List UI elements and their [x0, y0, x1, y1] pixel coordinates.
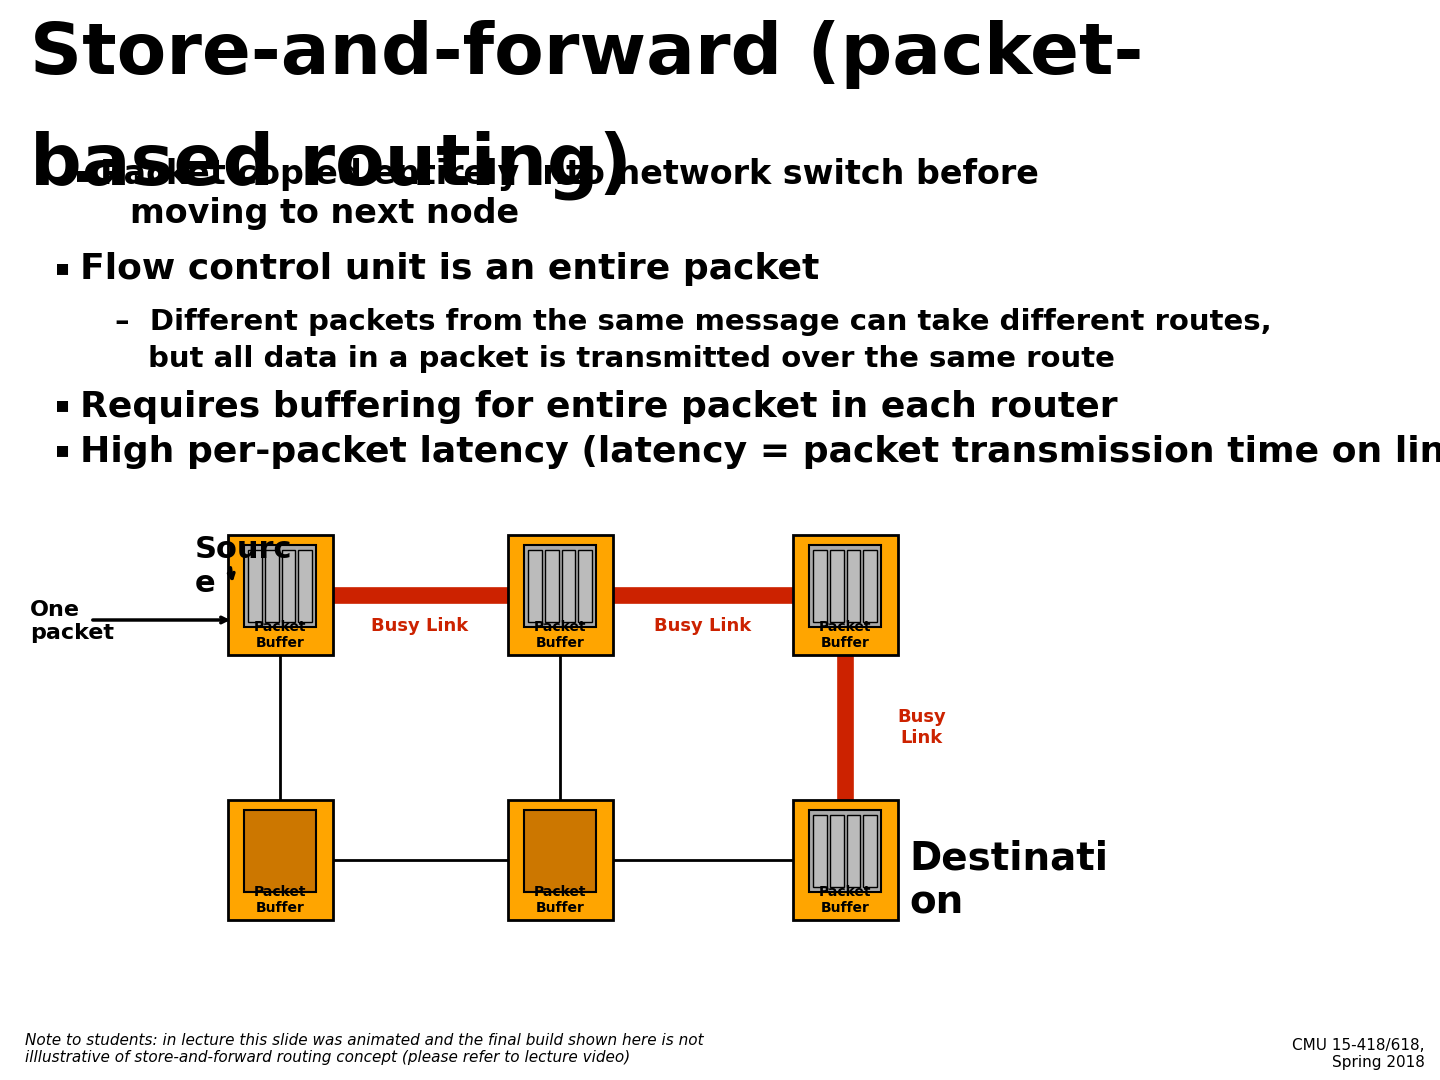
Text: Flow control unit is an entire packet: Flow control unit is an entire packet [81, 252, 819, 286]
Text: –  Different packets from the same message can take different routes,: – Different packets from the same messag… [115, 308, 1272, 336]
Bar [243, 545, 315, 627]
Text: Busy
Link: Busy Link [897, 708, 946, 747]
Bar [809, 810, 881, 892]
Text: Packet
Buffer: Packet Buffer [819, 620, 871, 650]
Bar [829, 550, 844, 622]
Text: based routing): based routing) [30, 130, 632, 200]
Text: Busy Link: Busy Link [372, 617, 468, 635]
Text: Packet
Buffer: Packet Buffer [534, 885, 586, 915]
Text: Destinati
on: Destinati on [909, 839, 1107, 921]
Text: CMU 15-418/618,
Spring 2018: CMU 15-418/618, Spring 2018 [1293, 1038, 1426, 1070]
Bar [847, 550, 860, 622]
Bar [544, 550, 559, 622]
Bar [814, 815, 827, 887]
Bar [524, 810, 596, 892]
Bar [298, 550, 312, 622]
Bar [528, 550, 541, 622]
Text: but all data in a packet is transmitted over the same route: but all data in a packet is transmitted … [148, 345, 1115, 373]
Text: ▪: ▪ [55, 258, 71, 278]
Bar [281, 550, 295, 622]
Text: Packet copied entirely into network switch before: Packet copied entirely into network swit… [99, 158, 1038, 191]
Bar [809, 545, 881, 627]
Bar [579, 550, 592, 622]
Text: High per-packet latency (latency = packet transmission time on link  x: High per-packet latency (latency = packe… [81, 435, 1440, 469]
Text: Store-and-forward (packet-: Store-and-forward (packet- [30, 21, 1143, 89]
Bar [792, 800, 897, 920]
Text: Sourc
e: Sourc e [194, 535, 292, 597]
Text: Note to students: in lecture this slide was animated and the final build shown h: Note to students: in lecture this slide … [24, 1032, 704, 1065]
Text: Packet
Buffer: Packet Buffer [534, 620, 586, 650]
Bar [228, 800, 333, 920]
Bar [265, 550, 278, 622]
Text: Packet
Buffer: Packet Buffer [819, 885, 871, 915]
Bar [792, 535, 897, 654]
Text: Packet
Buffer: Packet Buffer [253, 620, 307, 650]
Bar [228, 535, 333, 654]
Bar [507, 800, 612, 920]
Text: moving to next node: moving to next node [130, 197, 520, 230]
Bar [847, 815, 860, 887]
Bar [243, 810, 315, 892]
Text: ▪: ▪ [75, 165, 91, 185]
Bar [248, 550, 262, 622]
Text: ▪: ▪ [55, 395, 71, 415]
Text: Packet
Buffer: Packet Buffer [253, 885, 307, 915]
Bar [814, 550, 827, 622]
Bar [829, 815, 844, 887]
Bar [524, 545, 596, 627]
Bar [863, 550, 877, 622]
Text: Requires buffering for entire packet in each router: Requires buffering for entire packet in … [81, 390, 1117, 424]
Bar [507, 535, 612, 654]
Text: ▪: ▪ [55, 440, 71, 460]
Text: Busy Link: Busy Link [654, 617, 752, 635]
Text: One
packet: One packet [30, 600, 114, 644]
Bar [863, 815, 877, 887]
Bar [562, 550, 575, 622]
